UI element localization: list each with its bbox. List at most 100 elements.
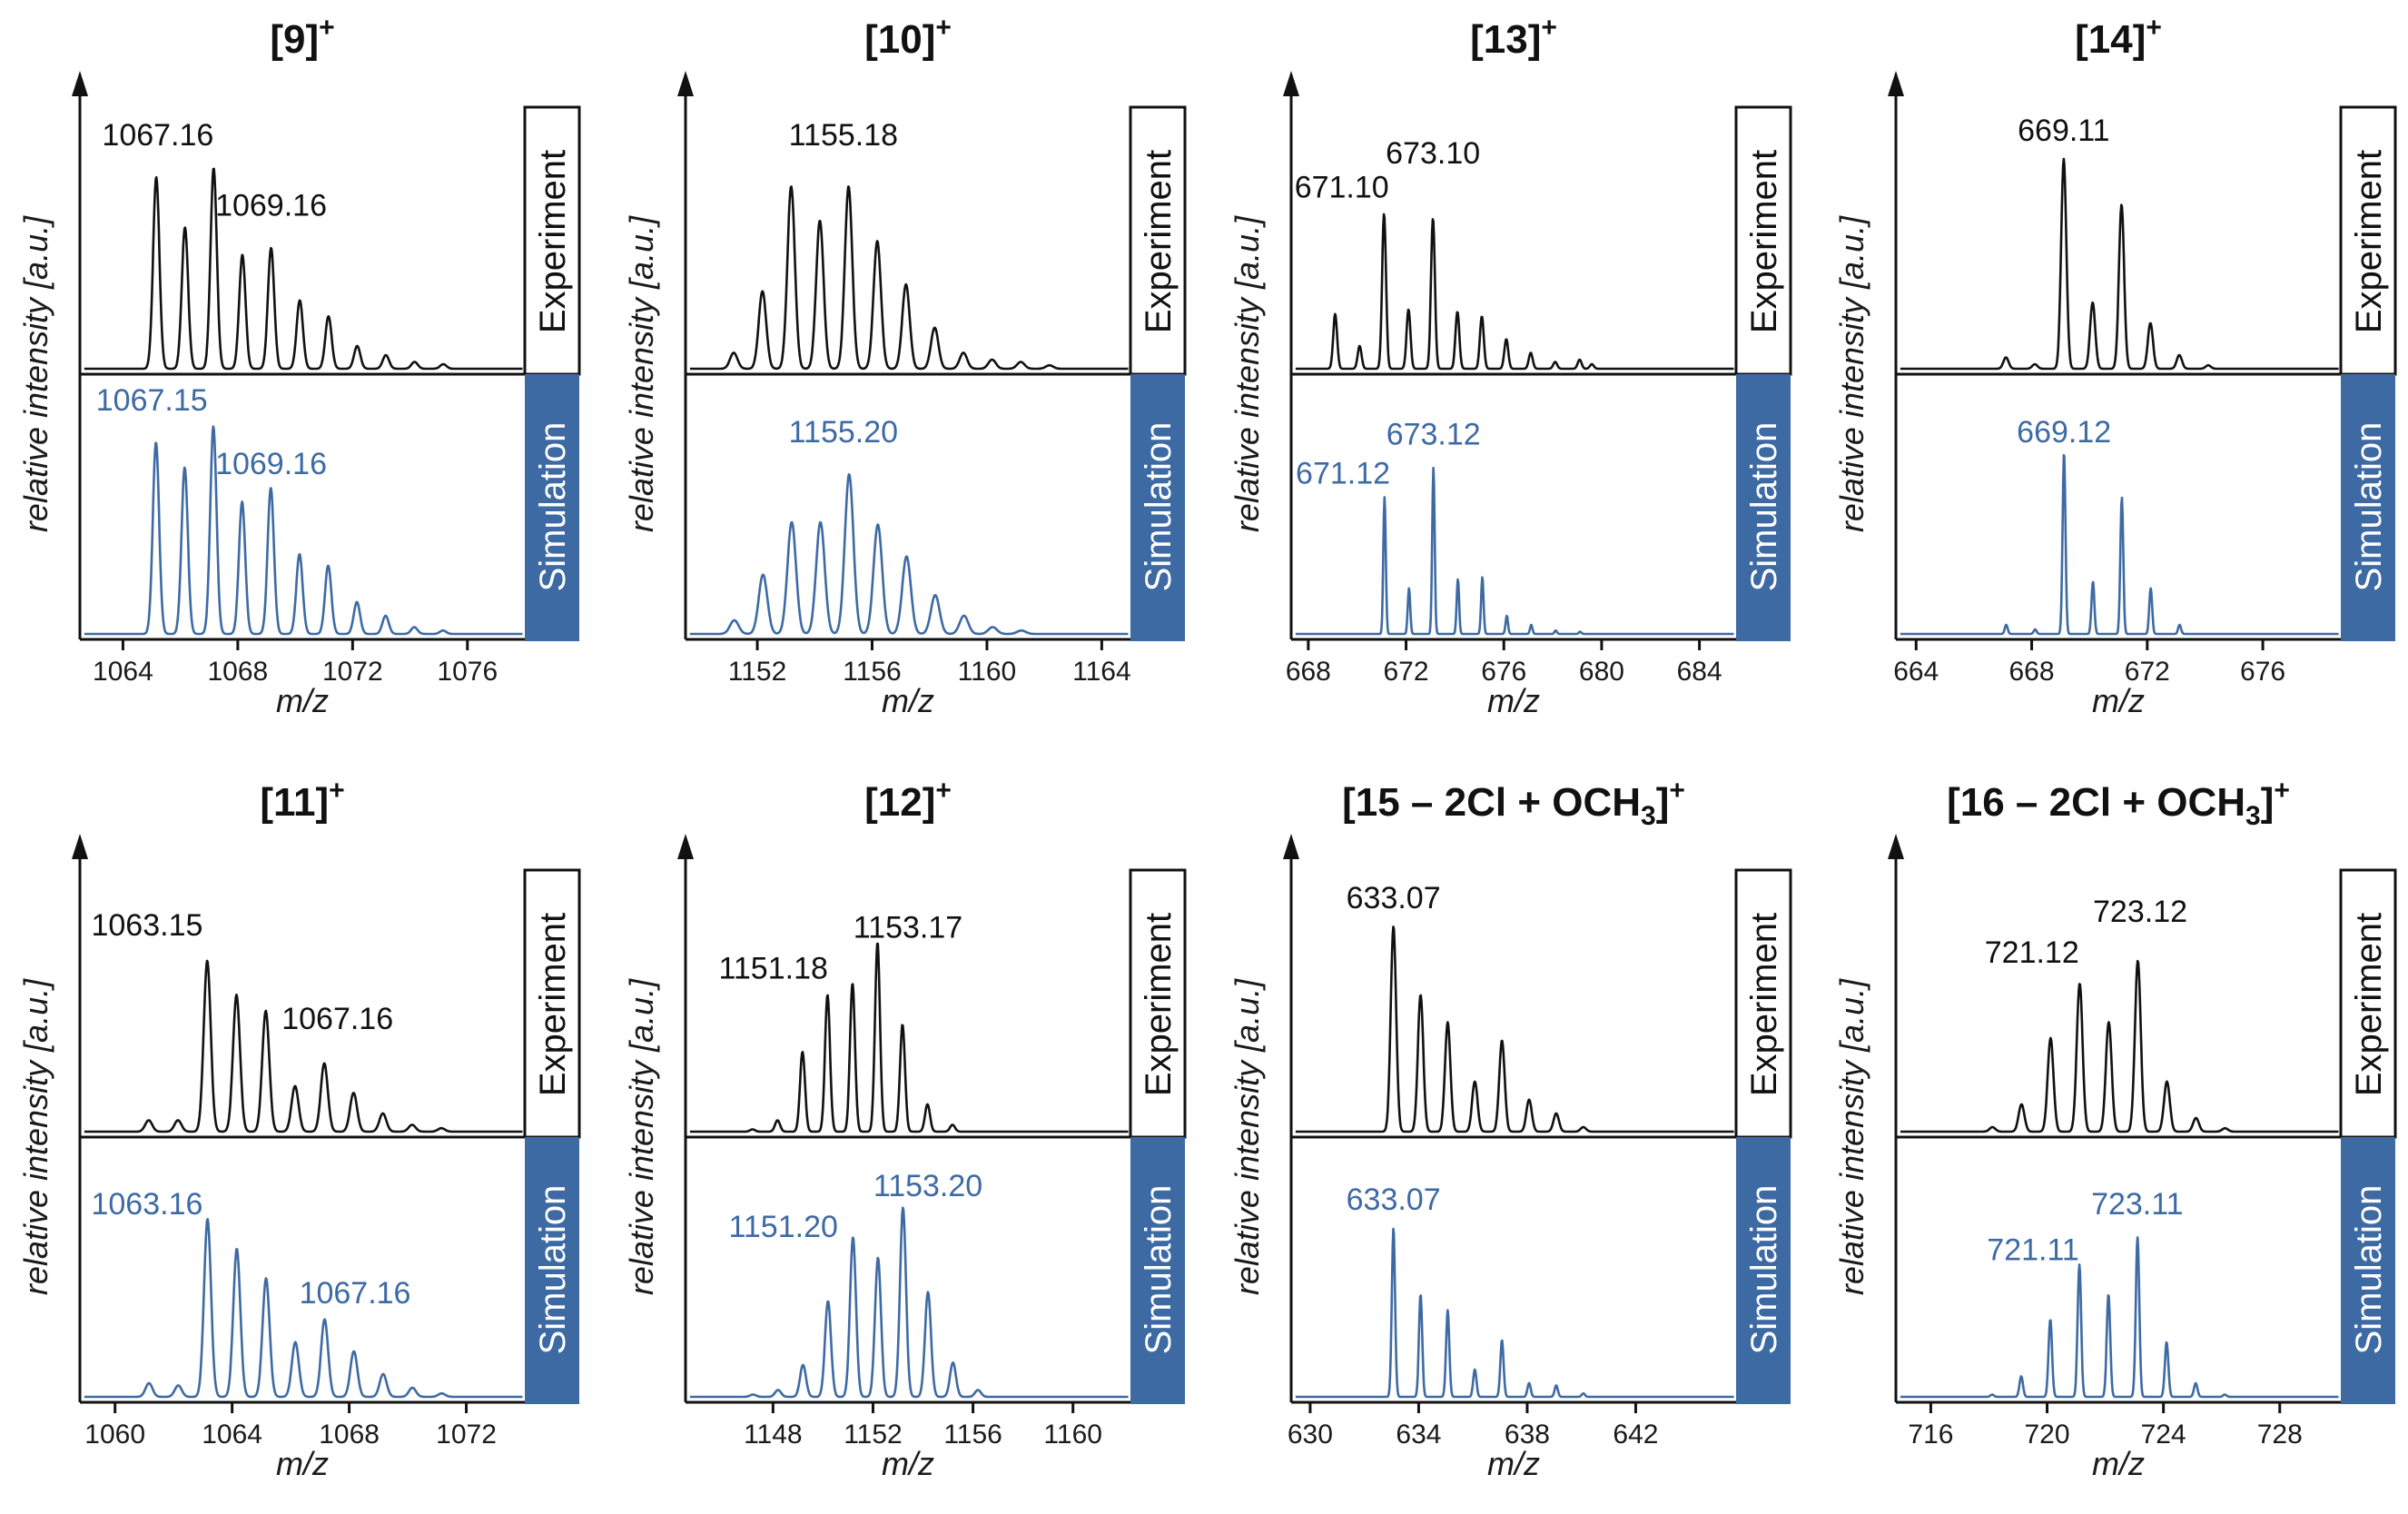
- x-tick-label: 672: [1384, 657, 1429, 687]
- y-axis-arrow: [72, 834, 88, 859]
- title-subscript: 3: [1641, 801, 1656, 831]
- experiment-trace: [84, 959, 524, 1133]
- experiment-trace-peak-label: 673.10: [1386, 136, 1480, 171]
- y-axis-arrow: [677, 71, 694, 96]
- simulation-trace-peak-label: 669.12: [2017, 415, 2111, 450]
- title-tail: ]: [1656, 780, 1670, 825]
- title-charge: +: [1541, 13, 1557, 43]
- experiment-label: Experiment: [2349, 913, 2389, 1096]
- experiment-trace-peak-label: 633.07: [1347, 881, 1441, 915]
- x-tick-label: 1064: [93, 657, 153, 687]
- x-tick-label: 1068: [207, 657, 268, 687]
- x-axis-label: m/z: [2092, 1445, 2145, 1482]
- panel-6: [12]+ Experiment Simulation 1148 1152 1156 116…: [623, 776, 1187, 1482]
- panel-title: [12]+: [864, 776, 952, 825]
- x-tick-label: 1156: [843, 657, 902, 687]
- experiment-label: Experiment: [1744, 150, 1784, 333]
- y-axis-arrow: [677, 834, 694, 859]
- x-tick-label: 1160: [958, 657, 1017, 687]
- simulation-label: Simulation: [1139, 422, 1179, 592]
- simulation-trace: [84, 425, 524, 636]
- x-axis-label: m/z: [2092, 682, 2145, 719]
- x-tick-label: 668: [1286, 657, 1331, 687]
- x-axis-label: m/z: [1487, 1445, 1540, 1482]
- x-tick-label: 680: [1579, 657, 1624, 687]
- title-text: [10]: [864, 17, 935, 62]
- experiment-label: Experiment: [533, 150, 573, 333]
- x-tick-label: 630: [1288, 1420, 1333, 1450]
- x-tick-label: 1076: [437, 657, 498, 687]
- experiment-label: Experiment: [533, 913, 573, 1096]
- title-text: [13]: [1470, 17, 1541, 62]
- y-axis-label: relative intensity [a.u.]: [1833, 978, 1870, 1295]
- experiment-trace-peak-label: 1067.16: [281, 1002, 393, 1036]
- experiment-trace: [1295, 925, 1735, 1133]
- title-charge: +: [2274, 776, 2290, 806]
- panel-8: [16 – 2Cl + OCH3]+ Experiment Simulation 71…: [1833, 776, 2397, 1482]
- simulation-trace-peak-label: 721.11: [1987, 1232, 2078, 1267]
- y-axis-label: relative intensity [a.u.]: [1229, 978, 1266, 1295]
- simulation-trace: [1295, 1227, 1735, 1399]
- panel-2: [10]+ Experiment Simulation 1152 1156 1160 116…: [623, 13, 1187, 719]
- x-tick-label: 676: [2240, 657, 2285, 687]
- x-tick-label: 672: [2125, 657, 2170, 687]
- x-axis-label: m/z: [276, 682, 329, 719]
- panel-3: [13]+ Experiment Simulation 668 672 676 680 684…: [1229, 13, 1792, 719]
- panel-title: [13]+: [1470, 13, 1557, 62]
- simulation-label: Simulation: [533, 422, 573, 592]
- experiment-trace: [1900, 157, 2340, 371]
- title-text: [11]: [260, 780, 329, 825]
- title-charge: +: [319, 13, 335, 43]
- y-axis-label: relative intensity [a.u.]: [17, 978, 54, 1295]
- x-tick-label: 720: [2025, 1420, 2070, 1450]
- x-axis-label: m/z: [1487, 682, 1540, 719]
- simulation-label: Simulation: [2349, 1185, 2389, 1355]
- title-text: [9]: [270, 17, 319, 62]
- x-axis-label: m/z: [882, 1445, 934, 1482]
- title-charge: +: [329, 776, 345, 806]
- experiment-trace: [1295, 213, 1735, 371]
- experiment-trace: [689, 942, 1130, 1133]
- experiment-trace-peak-label: 1151.18: [719, 952, 828, 986]
- simulation-trace: [1900, 453, 2340, 636]
- y-axis-label: relative intensity [a.u.]: [17, 215, 54, 532]
- simulation-trace-peak-label: 1069.16: [215, 447, 327, 481]
- experiment-trace-peak-label: 723.12: [2093, 895, 2187, 929]
- x-tick-label: 664: [1893, 657, 1939, 687]
- title-text: [14]: [2075, 17, 2146, 62]
- panel-title: [9]+: [270, 13, 334, 62]
- x-tick-label: 638: [1505, 1420, 1550, 1450]
- x-tick-label: 634: [1396, 1420, 1441, 1450]
- simulation-label: Simulation: [1744, 1185, 1784, 1355]
- title-tail: ]: [2261, 780, 2275, 825]
- x-tick-label: 676: [1481, 657, 1526, 687]
- experiment-label: Experiment: [2349, 150, 2389, 333]
- experiment-trace: [84, 167, 524, 371]
- simulation-label: Simulation: [533, 1185, 573, 1355]
- simulation-trace: [689, 1206, 1130, 1399]
- experiment-trace-peak-label: 1067.16: [102, 118, 213, 153]
- y-axis-arrow: [1888, 834, 1904, 859]
- title-text: [16 – 2Cl + OCH: [1947, 780, 2245, 825]
- y-axis-label: relative intensity [a.u.]: [1229, 215, 1266, 532]
- x-tick-label: 1156: [943, 1420, 1002, 1450]
- simulation-trace-peak-label: 671.12: [1296, 456, 1390, 490]
- x-tick-label: 1064: [202, 1420, 262, 1450]
- x-axis-label: m/z: [882, 682, 934, 719]
- simulation-trace-peak-label: 1153.20: [873, 1169, 982, 1203]
- simulation-trace: [1900, 1236, 2340, 1399]
- x-tick-label: 1072: [322, 657, 383, 687]
- simulation-trace-peak-label: 723.11: [2091, 1187, 2183, 1222]
- simulation-trace-peak-label: 1155.20: [789, 415, 898, 450]
- x-tick-label: 1068: [319, 1420, 380, 1450]
- x-tick-label: 642: [1613, 1420, 1658, 1450]
- x-tick-label: 1160: [1043, 1420, 1102, 1450]
- x-tick-label: 1060: [84, 1420, 145, 1450]
- experiment-trace: [689, 185, 1130, 371]
- experiment-trace-peak-label: 671.10: [1295, 171, 1389, 205]
- panel-5: [11]+ Experiment Simulation 1060 1064 1068 107…: [17, 776, 581, 1482]
- experiment-trace-peak-label: 1155.18: [789, 118, 898, 153]
- experiment-trace-peak-label: 1063.15: [91, 908, 202, 943]
- experiment-label: Experiment: [1139, 913, 1179, 1096]
- x-tick-label: 724: [2141, 1420, 2186, 1450]
